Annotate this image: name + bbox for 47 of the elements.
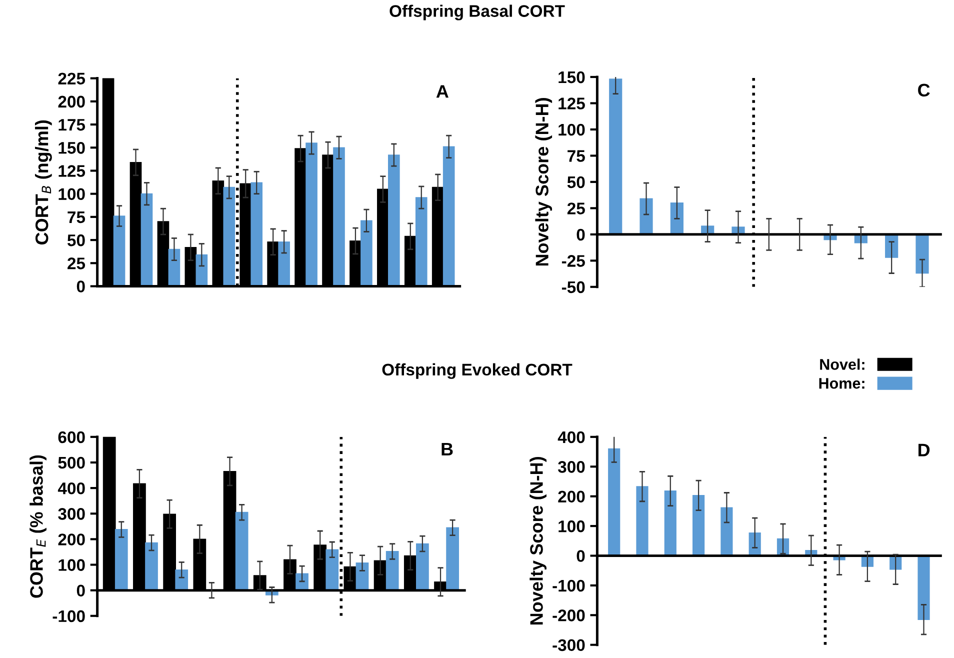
- y-tick-label: 175: [58, 119, 86, 131]
- y-tick-label: 200: [58, 96, 85, 108]
- y-axis-title: Novelty Score (N-H): [530, 456, 546, 624]
- y-tick-label: 300: [58, 508, 85, 520]
- annotation: B: [442, 442, 453, 456]
- y-tick-label: 0: [76, 280, 85, 292]
- y-tick-label: 600: [58, 431, 85, 444]
- annotation: C: [918, 84, 930, 97]
- legend-label: Home:: [819, 378, 864, 389]
- y-tick-label: 100: [58, 188, 85, 200]
- y-tick-label: -100: [552, 580, 585, 592]
- y-tick-label: 75: [568, 150, 585, 162]
- y-axis-title: CORT$_{E}$ (% basal): [30, 455, 46, 598]
- y-axis-title: CORT$_{B}$ (ng/ml): [34, 120, 52, 244]
- y-tick-label: 150: [58, 142, 85, 154]
- y-tick-label: 75: [68, 211, 86, 224]
- y-tick-label: 500: [58, 456, 85, 469]
- y-tick-label: 200: [558, 490, 585, 503]
- y-tick-label: 400: [558, 431, 585, 444]
- y-tick-label: 300: [558, 461, 585, 473]
- annotation: A: [436, 85, 448, 98]
- y-tick-label: -50: [562, 281, 585, 294]
- y-tick-label: 0: [76, 584, 85, 597]
- chart-title: Offspring Basal CORT: [390, 4, 565, 20]
- y-tick-label: 50: [567, 176, 585, 188]
- y-tick-label: 100: [558, 124, 585, 136]
- y-tick-label: 200: [58, 534, 85, 546]
- y-tick-label: 400: [58, 482, 85, 494]
- legend-label: Novel:: [820, 358, 864, 370]
- y-axis-title: Novelty Score (N-H): [535, 98, 552, 266]
- y-tick-label: 0: [576, 228, 585, 241]
- y-tick-label: 125: [558, 98, 585, 110]
- y-tick-label: 100: [58, 559, 85, 571]
- y-tick-label: -100: [52, 610, 85, 622]
- y-tick-label: 50: [67, 234, 85, 246]
- annotation: D: [918, 444, 930, 456]
- y-tick-label: 25: [567, 202, 585, 214]
- y-tick-label: 225: [58, 72, 86, 85]
- y-tick-label: 0: [576, 550, 585, 562]
- y-tick-label: 25: [68, 258, 86, 270]
- y-tick-label: -200: [552, 610, 585, 622]
- chart-title: Offspring Evoked CORT: [382, 363, 572, 379]
- y-tick-label: 125: [58, 165, 86, 177]
- y-tick-label: -25: [562, 255, 585, 267]
- y-tick-label: -300: [552, 639, 585, 652]
- y-tick-label: 100: [558, 520, 585, 532]
- y-tick-label: 150: [558, 71, 585, 84]
